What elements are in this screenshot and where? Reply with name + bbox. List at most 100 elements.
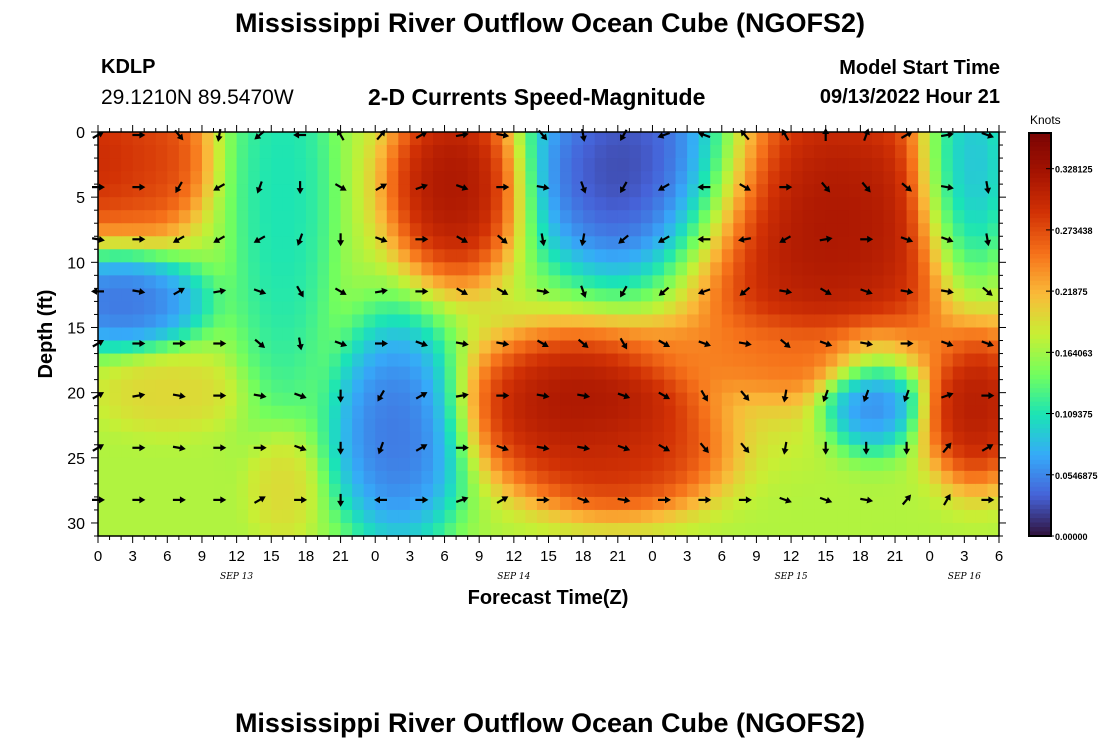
heatmap-cell [329,431,342,446]
heatmap-cell [560,496,573,511]
heatmap-cell [987,418,1000,433]
heatmap-cell [664,418,677,433]
heatmap-cell [952,392,965,407]
heatmap-cell [225,379,238,394]
heatmap-cell [444,522,457,537]
heatmap-cell [860,522,873,537]
heatmap-cell [560,275,573,289]
heatmap-cell [409,184,423,198]
heatmap-cell [386,184,399,198]
heatmap-cell [906,327,919,342]
heatmap-cell [687,158,700,172]
heatmap-cell [305,236,319,250]
heatmap-cell [791,197,804,211]
heatmap-cell [178,509,192,524]
heatmap-cell [259,171,272,185]
heatmap-cell [652,132,665,146]
current-vector-arrow [577,338,589,348]
heatmap-cell [225,509,238,524]
heatmap-cell [444,197,457,211]
heatmap-cell [236,405,249,420]
heatmap-cell [479,210,492,224]
heatmap-cell [664,132,677,146]
heatmap-cell [710,340,723,355]
heatmap-cell [98,301,111,316]
current-vector-arrow [657,183,670,191]
heatmap-cell [352,405,365,420]
heatmap-cell [432,327,446,342]
heatmap-cell [155,509,168,524]
heatmap-cell [525,431,538,446]
heatmap-cell [201,314,215,329]
current-vector-arrow [901,182,912,192]
heatmap-cell [883,496,896,511]
heatmap-cell [248,262,261,276]
heatmap-cell [352,340,365,355]
heatmap-cell [837,288,850,303]
heatmap-cell [375,275,388,289]
heatmap-cell [201,496,215,511]
heatmap-cell [352,444,365,459]
heatmap-cell [675,210,688,224]
heatmap-cell [144,340,157,355]
heatmap-cell [213,262,226,276]
current-vector-arrow [172,496,186,504]
heatmap-cell [386,457,399,472]
heatmap-cell [479,288,492,303]
heatmap-cell [952,379,965,394]
heatmap-cell [883,210,896,224]
heatmap-cell [756,353,769,368]
heatmap-cell [606,236,619,250]
colorbar-segment [1029,473,1051,479]
heatmap-cell [675,418,688,433]
heatmap-cell [525,457,538,472]
heatmap-cell [987,457,1000,472]
heatmap-cell [409,223,423,237]
heatmap-cell [571,327,584,342]
heatmap-cell [594,132,607,146]
current-vector-arrow [132,131,146,139]
heatmap-cell [167,470,180,485]
heatmap-cell [733,158,746,172]
heatmap-cell [502,483,515,498]
heatmap-cell [837,353,850,368]
heatmap-cell [201,223,215,237]
heatmap-cell [664,379,677,394]
heatmap-cell [687,340,700,355]
heatmap-cell [606,366,619,381]
heatmap-cell [132,262,145,276]
heatmap-cell [421,522,434,537]
heatmap-cell [513,288,526,303]
heatmap-cell [409,353,423,368]
heatmap-cell [525,470,538,485]
current-vector-arrow [779,496,792,504]
heatmap-cell [941,262,954,276]
heatmap-cell [560,314,573,329]
heatmap-cell [929,288,942,303]
heatmap-cell [329,210,342,224]
heatmap-cell [918,145,931,159]
heatmap-cell [144,301,157,316]
heatmap-cell [213,249,226,263]
heatmap-cell [236,327,249,342]
heatmap-cell [756,184,769,198]
current-vector-arrow [415,392,428,400]
heatmap-cell [132,314,145,329]
current-vector-arrow [658,443,671,452]
heatmap-cell [941,405,954,420]
heatmap-cell [571,223,584,237]
heatmap-cell [259,431,272,446]
colorbar-segment [1029,276,1051,282]
heatmap-cell [398,184,411,198]
heatmap-cell [109,314,122,329]
heatmap-cell [282,444,295,459]
heatmap-cell [594,275,607,289]
x-tick-label: 15 [263,548,280,565]
heatmap-cell [190,314,203,329]
heatmap-cell [513,470,526,485]
heatmap-cell [987,158,1000,172]
heatmap-cell [479,275,492,289]
heatmap-cell [871,418,885,433]
colorbar-segment [1029,374,1051,380]
heatmap-cell [987,353,1000,368]
